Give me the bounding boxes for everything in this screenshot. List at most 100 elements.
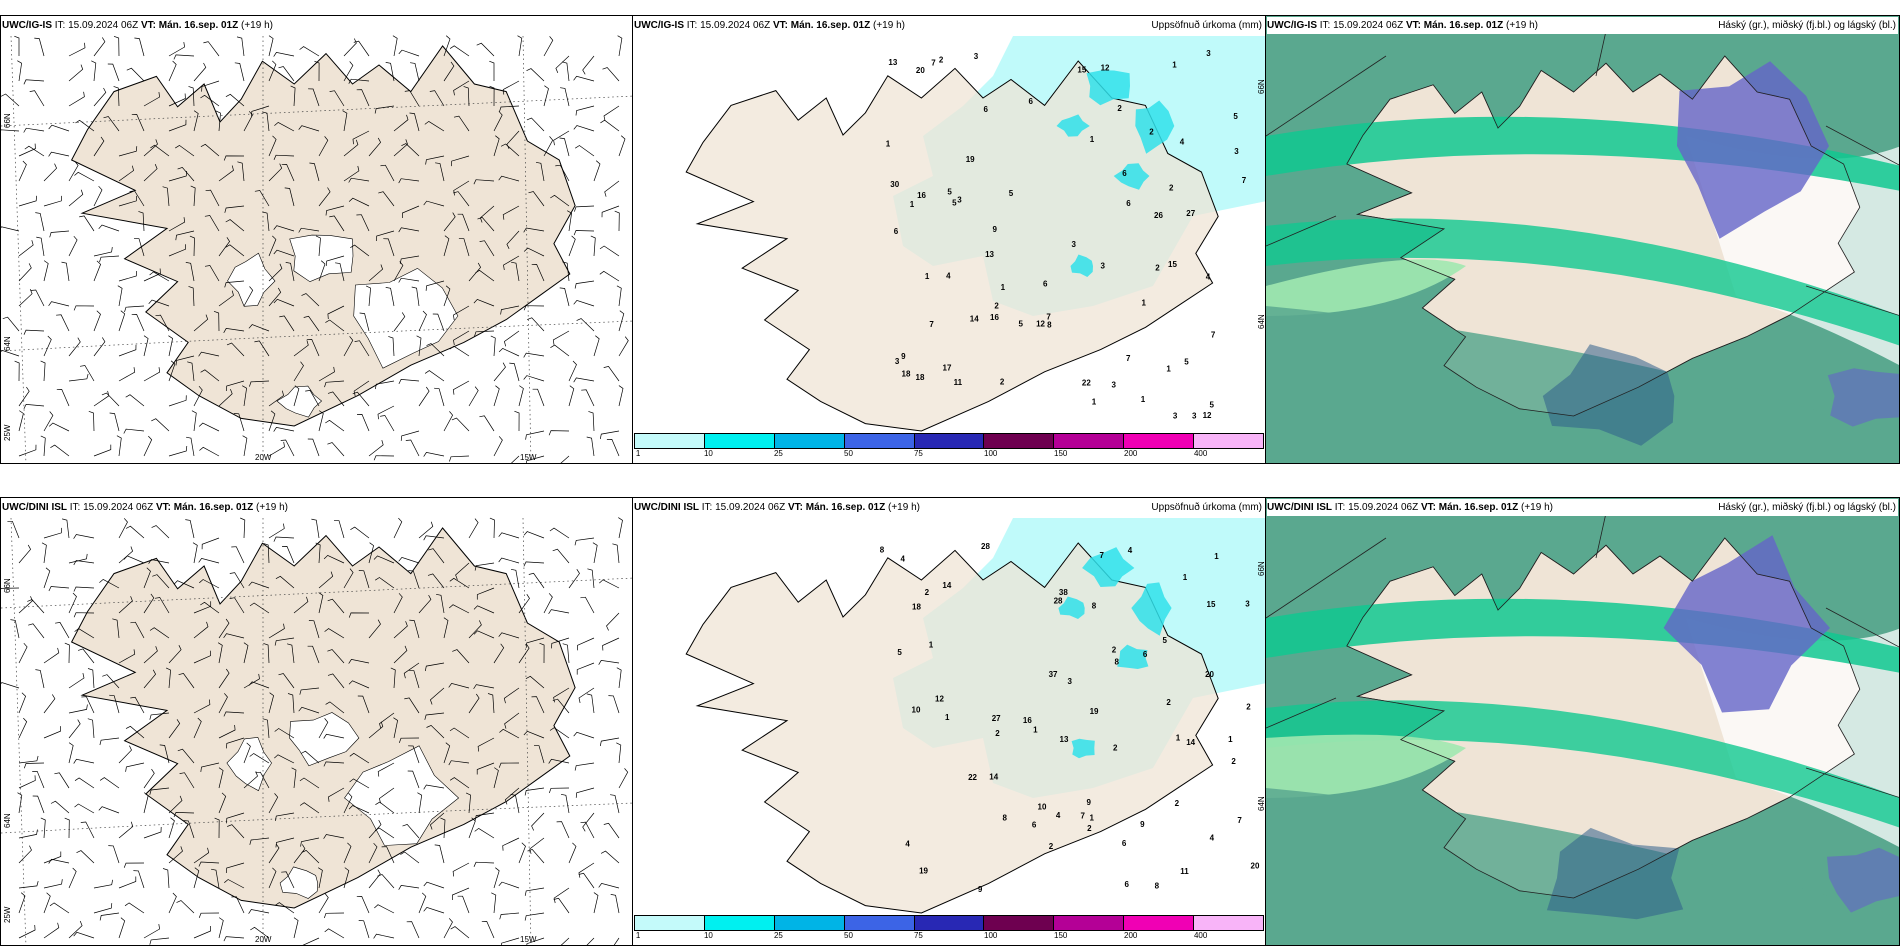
precip-value: 1 — [1172, 61, 1177, 70]
precip-value: 20 — [1251, 862, 1260, 871]
precip-value: 14 — [989, 772, 998, 781]
precip-value: 1 — [1166, 365, 1171, 374]
precip-value: 18 — [912, 603, 921, 612]
precip-value: 14 — [970, 315, 979, 324]
colorbar-tick-label: 150 — [1054, 931, 1068, 940]
colorbar-tick-label: 400 — [1193, 931, 1208, 940]
lon-label-20w: 20W — [255, 935, 272, 944]
precip-value: 8 — [1003, 813, 1008, 822]
wind-barb-map — [1, 517, 632, 945]
precip-value: 10 — [912, 706, 921, 715]
precip-value: 22 — [968, 773, 977, 782]
panel-header: UWC/IG-IS IT: 15.09.2024 06Z VT: Mán. 16… — [634, 17, 1264, 34]
lon-label-20w: 20W — [255, 453, 272, 462]
precip-value: 16 — [917, 191, 926, 200]
cloud-title: Háský (gr.), miðský (fj.bl.) og lágský (… — [1718, 502, 1896, 513]
lat-label-66n: 66N — [3, 113, 12, 128]
precip-value: 1 — [929, 640, 934, 649]
glacier — [276, 385, 323, 418]
precip-value: 1 — [945, 713, 950, 722]
precip-value: 6 — [1043, 279, 1048, 288]
colorbar-tick-label: 75 — [913, 449, 923, 458]
precip-value: 19 — [919, 866, 928, 875]
precip-value: 7 — [1081, 812, 1086, 821]
precip-value: 8 — [1047, 321, 1052, 330]
colorbar-swatch — [1124, 434, 1195, 448]
precip-value: 5 — [1184, 358, 1189, 367]
precip-value: 5 — [952, 199, 957, 208]
precip-value: 3 — [1206, 49, 1211, 58]
precip-area-moderate — [1070, 254, 1093, 277]
colorbar-tick-label: 25 — [773, 931, 783, 940]
precip-value: 3 — [974, 52, 979, 61]
high-cloud-area — [1663, 535, 1830, 713]
colorbar-tick-label: 1 — [635, 931, 641, 940]
lat-label-64n: 64N — [1257, 314, 1266, 329]
precip-area-moderate — [1058, 596, 1085, 619]
precip-value: 11 — [1180, 867, 1189, 876]
precip-area-moderate — [1131, 582, 1172, 636]
precip-value: 2 — [1000, 377, 1005, 386]
lat-label-64n: 64N — [3, 336, 12, 351]
precip-value: 4 — [1210, 834, 1215, 843]
lon-label-15w: 15W — [520, 935, 537, 944]
precip-value: 2 — [994, 302, 999, 311]
colorbar-swatch — [844, 434, 915, 448]
precip-value: 9 — [993, 225, 998, 234]
precip-value: 16 — [1023, 716, 1032, 725]
precip-value: 12 — [935, 694, 944, 703]
precip-value: 8 — [1155, 882, 1160, 891]
precip-value: 14 — [942, 581, 951, 590]
colorbar-swatch — [704, 434, 775, 448]
precip-value: 4 — [1056, 811, 1061, 820]
precip-value: 9 — [1087, 798, 1092, 807]
glacier — [279, 866, 319, 899]
precip-value: 9 — [901, 352, 906, 361]
precip-value: 17 — [943, 363, 952, 372]
precip-value: 2 — [1149, 128, 1154, 137]
colorbar-tick-label: 150 — [1054, 449, 1068, 458]
precip-value: 13 — [985, 250, 994, 259]
colorbar-swatch — [844, 916, 915, 930]
panel-header: UWC/DINI ISL IT: 15.09.2024 06Z VT: Mán.… — [634, 499, 1264, 516]
colorbar-swatch — [1194, 434, 1264, 448]
colorbar-swatch — [984, 916, 1055, 930]
precip-value: 11 — [954, 378, 963, 387]
precip-value: 2 — [1175, 799, 1180, 808]
precip-value: 5 — [897, 648, 902, 657]
glacier — [353, 267, 459, 369]
lon-label-25w: 25W — [3, 906, 12, 923]
precip-area-moderate — [1113, 163, 1150, 190]
precip-value: 1 — [1092, 397, 1097, 406]
lat-label-64n: 64N — [3, 813, 12, 828]
precip-value: 2 — [995, 729, 1000, 738]
precip-value: 5 — [1210, 401, 1215, 410]
precip-value: 3 — [1101, 262, 1106, 271]
precip-value: 7 — [1242, 176, 1247, 185]
precip-value: 4 — [901, 554, 906, 563]
lon-label-25w: 25W — [3, 424, 12, 441]
low-cloud-band — [1266, 218, 1899, 346]
colorbar-tick-label: 200 — [1124, 931, 1138, 940]
precip-value: 7 — [1211, 330, 1216, 339]
precip-value: 4 — [1180, 138, 1185, 147]
panel-precip-dini-isl: UWC/DINI ISL IT: 15.09.2024 06Z VT: Mán.… — [632, 497, 1266, 946]
precip-value: 6 — [984, 105, 989, 114]
colorbar-swatch — [1054, 434, 1125, 448]
precip-value: 2 — [1113, 744, 1118, 753]
precip-value: 19 — [966, 155, 975, 164]
precip-value: 5 — [1009, 189, 1014, 198]
precip-value: 6 — [1125, 880, 1130, 889]
precip-value: 30 — [890, 180, 899, 189]
precip-value: 7 — [1237, 816, 1242, 825]
mid-cloud-patch — [1266, 734, 1466, 798]
cloud-cover-map — [1266, 498, 1899, 945]
precip-value: 20 — [1205, 670, 1214, 679]
precip-value: 2 — [1087, 824, 1092, 833]
lon-label-15w: 15W — [520, 453, 537, 462]
panel-header: UWC/DINI ISL IT: 15.09.2024 06Z VT: Mán.… — [1267, 499, 1898, 516]
precip-value: 15 — [1077, 65, 1086, 74]
precip-value: 15 — [1168, 260, 1177, 269]
high-cloud-area — [1677, 61, 1829, 239]
